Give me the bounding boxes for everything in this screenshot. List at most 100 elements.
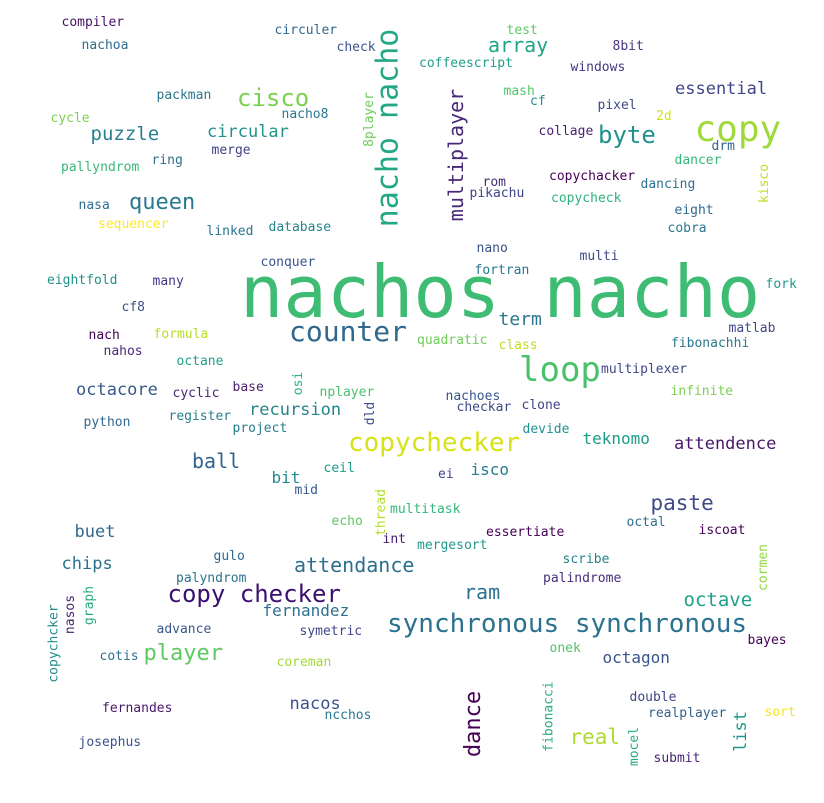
cloud-word: submit bbox=[653, 750, 701, 766]
cloud-word: pixel bbox=[597, 97, 637, 113]
cloud-word: array bbox=[488, 33, 549, 57]
cloud-word: dld bbox=[362, 401, 378, 425]
cloud-word: octal bbox=[626, 514, 666, 530]
cloud-word: mergesort bbox=[417, 537, 488, 553]
cloud-word: realplayer bbox=[648, 705, 727, 721]
cloud-word: ncchos bbox=[324, 707, 372, 723]
cloud-word: nacho nacho bbox=[369, 28, 405, 228]
cloud-word: test bbox=[506, 22, 538, 38]
cloud-word: devide bbox=[522, 421, 570, 437]
cloud-word: register bbox=[168, 408, 232, 424]
cloud-word: linked bbox=[206, 223, 254, 239]
cloud-word: drm bbox=[711, 138, 735, 154]
cloud-word: circular bbox=[207, 121, 289, 142]
cloud-word: real bbox=[569, 724, 621, 749]
cloud-word: scribe bbox=[562, 551, 610, 567]
cloud-word: echo bbox=[331, 513, 363, 529]
cloud-word: osi bbox=[290, 371, 306, 395]
cloud-word: database bbox=[268, 219, 332, 235]
cloud-word: octave bbox=[683, 588, 753, 611]
cloud-word: advance bbox=[156, 621, 212, 637]
cloud-word: fernandez bbox=[262, 601, 350, 620]
cloud-word: player bbox=[143, 641, 223, 666]
cloud-word: symetric bbox=[299, 623, 363, 639]
cloud-word: compiler bbox=[61, 14, 125, 30]
cloud-word: paste bbox=[650, 490, 714, 515]
cloud-word: copy bbox=[694, 109, 782, 150]
cloud-word: cyclic bbox=[172, 385, 220, 401]
cloud-word: dancer bbox=[674, 152, 722, 168]
cloud-word: cotis bbox=[99, 648, 139, 664]
cloud-word: packman bbox=[156, 87, 212, 103]
cloud-word: pikachu bbox=[469, 185, 525, 201]
cloud-word: ball bbox=[192, 449, 241, 473]
cloud-word: gulo bbox=[213, 548, 245, 564]
cloud-word: cormen bbox=[755, 543, 771, 591]
cloud-word: list bbox=[730, 710, 751, 752]
cloud-word: nahos bbox=[103, 343, 143, 359]
cloud-word: fortran bbox=[474, 262, 530, 278]
cloud-word: palyndrom bbox=[176, 570, 247, 586]
cloud-word: copy checker bbox=[167, 580, 341, 608]
cloud-word: puzzle bbox=[90, 122, 160, 145]
cloud-word: multi bbox=[579, 248, 619, 264]
cloud-word: collage bbox=[538, 123, 594, 139]
cloud-word: checkar bbox=[456, 399, 512, 415]
cloud-word: cycle bbox=[50, 110, 90, 126]
cloud-word: mash bbox=[503, 83, 535, 99]
cloud-word: clone bbox=[521, 397, 561, 413]
cloud-word: fernandes bbox=[102, 700, 173, 716]
cloud-word: eight bbox=[674, 202, 714, 218]
cloud-word: isco bbox=[470, 460, 510, 479]
cloud-word: nacos bbox=[289, 693, 341, 714]
cloud-word: nano bbox=[476, 240, 508, 256]
cloud-word: eightfold bbox=[47, 272, 118, 288]
cloud-word: thread bbox=[373, 488, 389, 536]
cloud-word: coffeescript bbox=[419, 55, 513, 71]
cloud-word: coreman bbox=[276, 654, 332, 670]
cloud-word: int bbox=[382, 531, 406, 547]
cloud-word: recursion bbox=[249, 399, 342, 420]
cloud-word: essential bbox=[675, 78, 768, 99]
cloud-word: octacore bbox=[76, 379, 158, 400]
cloud-word: 2d bbox=[656, 108, 672, 124]
cloud-word: josephus bbox=[78, 734, 142, 750]
cloud-word: fibonacci bbox=[541, 680, 557, 752]
cloud-word: double bbox=[629, 689, 677, 705]
cloud-word: term bbox=[498, 309, 542, 330]
cloud-word: buet bbox=[74, 521, 116, 542]
cloud-word: ei bbox=[438, 466, 454, 482]
cloud-word: bit bbox=[271, 468, 301, 487]
cloud-word: cisco bbox=[237, 84, 310, 112]
cloud-word: python bbox=[83, 414, 131, 430]
cloud-word: counter bbox=[289, 315, 408, 348]
cloud-word: rom bbox=[482, 174, 506, 190]
cloud-word: copychcker bbox=[46, 603, 62, 683]
cloud-word: nachoes bbox=[445, 388, 501, 404]
cloud-word: multiplexer bbox=[601, 361, 688, 377]
cloud-word: matlab bbox=[728, 320, 776, 336]
cloud-word: nacho8 bbox=[281, 106, 329, 122]
cloud-word: ceil bbox=[323, 460, 355, 476]
cloud-word: cobra bbox=[667, 220, 707, 236]
cloud-word: kisco bbox=[756, 163, 772, 203]
cloud-word: fibonachhi bbox=[671, 335, 750, 351]
cloud-word: bayes bbox=[747, 632, 787, 648]
cloud-word: nplayer bbox=[319, 384, 375, 400]
cloud-word: queen bbox=[129, 190, 196, 215]
cloud-word: loop bbox=[519, 350, 601, 390]
cloud-word: multitask bbox=[390, 501, 461, 517]
cloud-word: ring bbox=[151, 152, 183, 168]
cloud-word: many bbox=[152, 273, 184, 289]
cloud-word: fork bbox=[765, 276, 797, 292]
cloud-word: nachos nacho bbox=[240, 250, 761, 334]
cloud-word: cf8 bbox=[121, 299, 145, 315]
cloud-word: base bbox=[232, 379, 264, 395]
cloud-word: essertiate bbox=[486, 524, 565, 540]
cloud-word: windows bbox=[570, 59, 626, 75]
cloud-word: nach bbox=[88, 327, 120, 343]
cloud-word: mid bbox=[294, 482, 318, 498]
cloud-word: attendence bbox=[674, 433, 777, 454]
cloud-word: quadratic bbox=[417, 332, 488, 348]
